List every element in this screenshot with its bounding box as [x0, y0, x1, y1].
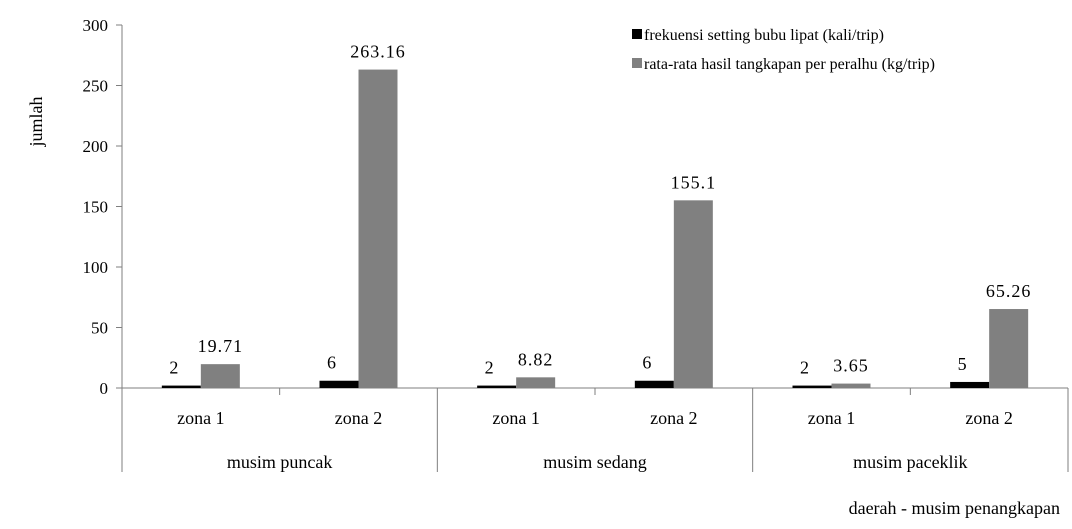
x-group-label: musim paceklik — [853, 452, 967, 472]
x-category-label: zona 2 — [965, 408, 1012, 428]
bar — [319, 380, 359, 388]
x-group-label: musim sedang — [543, 452, 647, 472]
bar — [161, 385, 201, 388]
bar — [358, 69, 398, 388]
data-label: 155.1 — [671, 172, 717, 192]
bar — [950, 381, 990, 388]
bar — [792, 385, 832, 388]
data-label: 263.16 — [350, 42, 406, 62]
data-label: 8.82 — [518, 349, 554, 369]
x-category-label: zona 1 — [808, 408, 855, 428]
legend-swatch — [632, 29, 642, 39]
bars — [161, 69, 1029, 388]
bar — [831, 383, 871, 388]
x-category-label: zona 1 — [177, 408, 224, 428]
bar — [634, 380, 674, 388]
data-label: 2 — [485, 358, 495, 378]
x-category-label: zona 1 — [492, 408, 539, 428]
data-label: 2 — [169, 358, 179, 378]
y-tick-label: 150 — [83, 198, 109, 217]
legend-entry: rata-rata hasil tangkapan per peralhu (k… — [644, 56, 935, 73]
data-labels: 2 6 2 6 2 5 19.71 263.16 8.82 155.1 3.65 65.26 — [169, 42, 1032, 378]
x-group-label: musim puncak — [227, 452, 333, 472]
data-label: 6 — [642, 353, 652, 373]
data-label: 2 — [800, 358, 810, 378]
y-axis-title: jumlah — [26, 97, 46, 148]
axes: 0 50 100 150 200 250 300 zona 1 zona 2 zona 1 zona… — [83, 16, 1069, 472]
y-tick-label: 100 — [83, 258, 109, 277]
legend: frekuensi setting bubu lipat (kali/trip)… — [632, 27, 935, 73]
y-tick-label: 0 — [100, 379, 109, 398]
bar — [673, 200, 713, 388]
data-label: 65.26 — [986, 281, 1032, 301]
data-label: 19.71 — [198, 336, 244, 356]
bar — [200, 364, 240, 388]
y-tick-label: 200 — [83, 137, 109, 156]
data-label: 5 — [958, 354, 968, 374]
legend-entry: frekuensi setting bubu lipat (kali/trip) — [644, 27, 884, 44]
bar — [477, 385, 517, 388]
bar — [516, 377, 556, 388]
y-tick-label: 50 — [91, 319, 108, 338]
data-label: 3.65 — [833, 356, 869, 376]
x-axis-title: daerah - musim penangkapan — [849, 498, 1060, 518]
x-category-label: zona 2 — [335, 408, 382, 428]
y-tick-label: 250 — [83, 77, 109, 96]
y-tick-label: 300 — [83, 16, 109, 35]
bar — [989, 309, 1029, 388]
data-label: 6 — [327, 353, 337, 373]
x-category-label: zona 2 — [650, 408, 697, 428]
legend-swatch — [632, 58, 642, 68]
